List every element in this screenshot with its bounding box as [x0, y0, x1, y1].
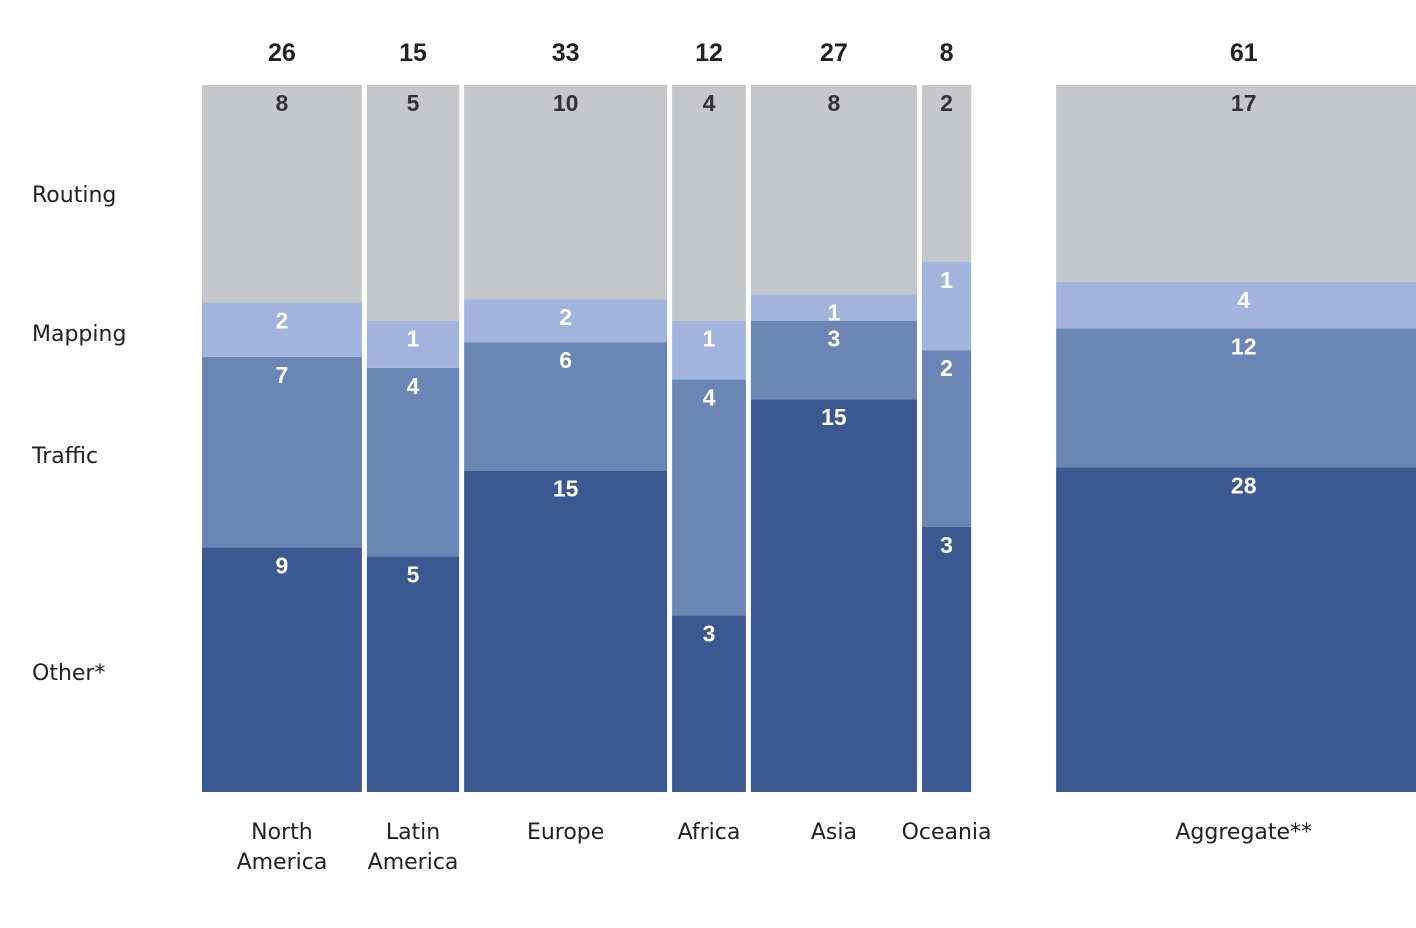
segment-label-aggregate-routing: 17: [1231, 90, 1257, 116]
segment-europe-traffic: [464, 342, 668, 471]
segment-label-europe-other: 15: [553, 476, 579, 502]
bar-asia: 15 31 8 27 Asia: [750, 39, 917, 845]
total-label-north-america: 26: [268, 39, 296, 67]
category-label-north-america: North America: [237, 820, 328, 875]
segment-aggregate-mapping: [1056, 282, 1416, 329]
segment-label-africa-other: 3: [703, 620, 716, 646]
segment-north-america-other: [202, 547, 362, 792]
segment-latin-america-traffic: [366, 367, 460, 557]
segment-oceania-routing: [921, 85, 972, 262]
segment-north-america-traffic: [202, 356, 362, 548]
segment-label-latin-america-mapping: 1: [407, 326, 420, 352]
segment-latin-america-mapping: [366, 320, 460, 368]
total-label-latin-america: 15: [399, 39, 427, 67]
segment-label-asia-routing: 8: [828, 90, 841, 116]
bar-africa: 3 4 1 4 12 Africa: [672, 39, 746, 845]
segment-label-oceania-mapping: 1: [940, 267, 953, 293]
segment-aggregate-traffic: [1056, 328, 1416, 468]
segment-asia-routing: [750, 85, 917, 295]
total-label-aggregate: 61: [1230, 39, 1258, 67]
bar-north-america: 9 7 2 8 26 North America: [202, 39, 362, 875]
segment-label-africa-routing: 4: [703, 90, 716, 116]
segment-label-aggregate-mapping: 4: [1237, 287, 1250, 313]
segment-label-asia-other: 15: [821, 404, 847, 430]
segment-latin-america-other: [366, 556, 460, 792]
segment-label-north-america-traffic: 7: [276, 362, 289, 388]
segment-north-america-mapping: [202, 302, 362, 357]
segment-label-aggregate-other: 28: [1231, 472, 1257, 498]
total-label-europe: 33: [552, 39, 580, 67]
category-label-aggregate: Aggregate**: [1175, 820, 1312, 845]
row-label-other: Other*: [32, 661, 105, 686]
row-label-traffic: Traffic: [31, 444, 98, 469]
segment-label-europe-routing: 10: [553, 90, 579, 116]
segment-oceania-mapping: [921, 261, 972, 351]
segment-north-america-routing: [202, 85, 362, 303]
bar-oceania: 3 2 1 2 8 Oceania: [902, 39, 992, 845]
segment-africa-other: [672, 615, 746, 792]
segment-label-europe-traffic: 6: [559, 347, 572, 373]
segment-europe-other: [464, 470, 668, 792]
segment-label-north-america-mapping: 2: [276, 308, 289, 334]
segment-label-europe-mapping: 2: [559, 304, 572, 330]
segment-latin-america-routing: [366, 85, 460, 321]
segment-aggregate-other: [1056, 467, 1416, 792]
category-label-asia: Asia: [811, 820, 857, 845]
total-label-oceania: 8: [940, 39, 954, 67]
row-label-routing: Routing: [32, 183, 116, 208]
segment-europe-mapping: [464, 299, 668, 343]
segment-label-north-america-routing: 8: [276, 90, 289, 116]
segment-africa-traffic: [672, 379, 746, 616]
category-label-europe: Europe: [527, 820, 604, 845]
segment-label-oceania-traffic: 2: [940, 355, 953, 381]
bar-aggregate: 28 12 4 17 61 Aggregate**: [1056, 39, 1416, 845]
segment-africa-routing: [672, 85, 746, 321]
row-label-mapping: Mapping: [32, 322, 126, 347]
segment-label-north-america-other: 9: [276, 552, 289, 578]
segment-label-latin-america-other: 5: [407, 561, 420, 587]
segment-oceania-traffic: [921, 350, 972, 527]
segment-label-asia-traffic: 3: [828, 326, 841, 352]
segment-label-latin-america-traffic: 4: [407, 373, 420, 399]
segment-label-africa-mapping: 1: [703, 326, 716, 352]
segment-oceania-other: [921, 526, 972, 792]
segment-label-oceania-other: 3: [940, 532, 953, 558]
total-label-asia: 27: [820, 39, 848, 67]
category-label-oceania: Oceania: [902, 820, 992, 845]
segment-europe-routing: [464, 85, 668, 300]
segment-asia-other: [750, 399, 917, 792]
segment-label-asia-mapping: 1: [828, 299, 841, 325]
segment-asia-traffic: [750, 320, 917, 400]
segment-aggregate-routing: [1056, 85, 1416, 283]
segment-label-oceania-routing: 2: [940, 90, 953, 116]
category-label-africa: Africa: [678, 820, 741, 845]
segment-africa-mapping: [672, 320, 746, 380]
category-label-latin-america: Latin America: [368, 820, 459, 875]
bar-europe: 15 6 2 10 33 Europe: [464, 39, 668, 845]
segment-label-africa-traffic: 4: [703, 385, 716, 411]
segment-asia-mapping: [750, 294, 917, 321]
total-label-africa: 12: [695, 39, 723, 67]
segment-label-latin-america-routing: 5: [407, 90, 420, 116]
segment-label-aggregate-traffic: 12: [1231, 333, 1257, 359]
